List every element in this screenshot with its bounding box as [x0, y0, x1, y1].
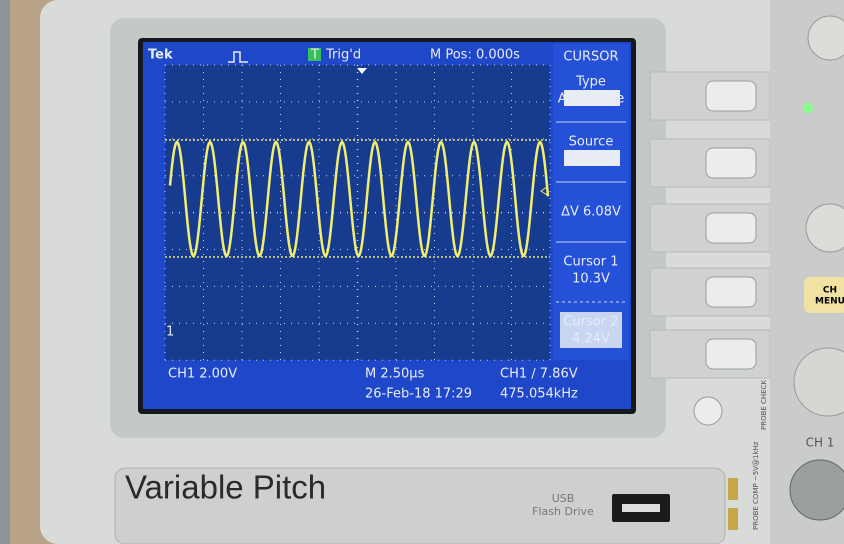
trigger-level: CH1 ∕ 7.86V: [500, 367, 578, 382]
knob[interactable]: [807, 15, 844, 61]
time-scale: M 2.50µs: [365, 367, 425, 382]
knob[interactable]: [793, 347, 844, 417]
ch-menu-label: MENU: [815, 297, 844, 307]
frequency: 475.054kHz: [500, 387, 578, 402]
side-button[interactable]: [705, 147, 757, 179]
probe-terminal: [728, 478, 738, 500]
datetime: 26-Feb-18 17:29: [365, 387, 472, 402]
ch-menu-label: CH: [823, 286, 837, 296]
side-button[interactable]: [705, 80, 757, 112]
usb-label: USB: [552, 492, 575, 505]
position: M Pos: 0.000s: [430, 48, 520, 63]
channel-label: CH 1: [806, 436, 835, 450]
menu-label: ΔV 6.08V: [561, 205, 621, 220]
bnc-connector[interactable]: [789, 459, 844, 521]
usb-label: Flash Drive: [532, 505, 594, 518]
trigger-badge: T: [310, 48, 319, 63]
side-button[interactable]: [693, 396, 723, 426]
lower-panel: [114, 467, 726, 544]
channel-scale: CH1 2.00V: [168, 367, 237, 382]
menu-value: 4.24V: [572, 332, 610, 347]
waveform: [168, 140, 550, 257]
side-button[interactable]: [705, 212, 757, 244]
probe-terminal: [728, 508, 738, 530]
led: [803, 103, 813, 113]
ch-menu-button[interactable]: [804, 277, 844, 313]
trigger-status: Trig'd: [325, 48, 361, 63]
channel-marker: 1: [166, 325, 174, 340]
menu-label: Cursor 1: [563, 255, 618, 270]
menu-value: 10.3V: [572, 272, 610, 287]
menu-value-box: [564, 90, 620, 106]
menu-label: Type: [575, 75, 606, 90]
menu-value: Amplitude: [558, 92, 625, 107]
usb-port-inner: [622, 504, 660, 512]
menu-value: CH1: [577, 152, 604, 167]
trigger-level-marker: [540, 186, 548, 196]
acq-icon: [228, 51, 248, 63]
probe-check: PROBE CHECK: [760, 379, 768, 430]
trigger-badge-box: [308, 48, 321, 61]
side-button[interactable]: [705, 276, 757, 308]
menu-label: Source: [569, 135, 614, 150]
menu-highlight: [560, 312, 622, 348]
knob[interactable]: [805, 203, 844, 253]
side-button[interactable]: [705, 338, 757, 370]
menu-title: CURSOR: [563, 50, 618, 65]
menu-value-box: [564, 150, 620, 166]
trigger-pos-marker: [357, 68, 367, 74]
caption: Variable Pitch: [125, 469, 326, 506]
side-panel: [770, 0, 844, 544]
probe-comp: PROBE COMP ~5V@1kHz: [752, 441, 760, 530]
brand: Tek: [148, 48, 173, 63]
menu-label: Cursor 2: [563, 315, 618, 330]
